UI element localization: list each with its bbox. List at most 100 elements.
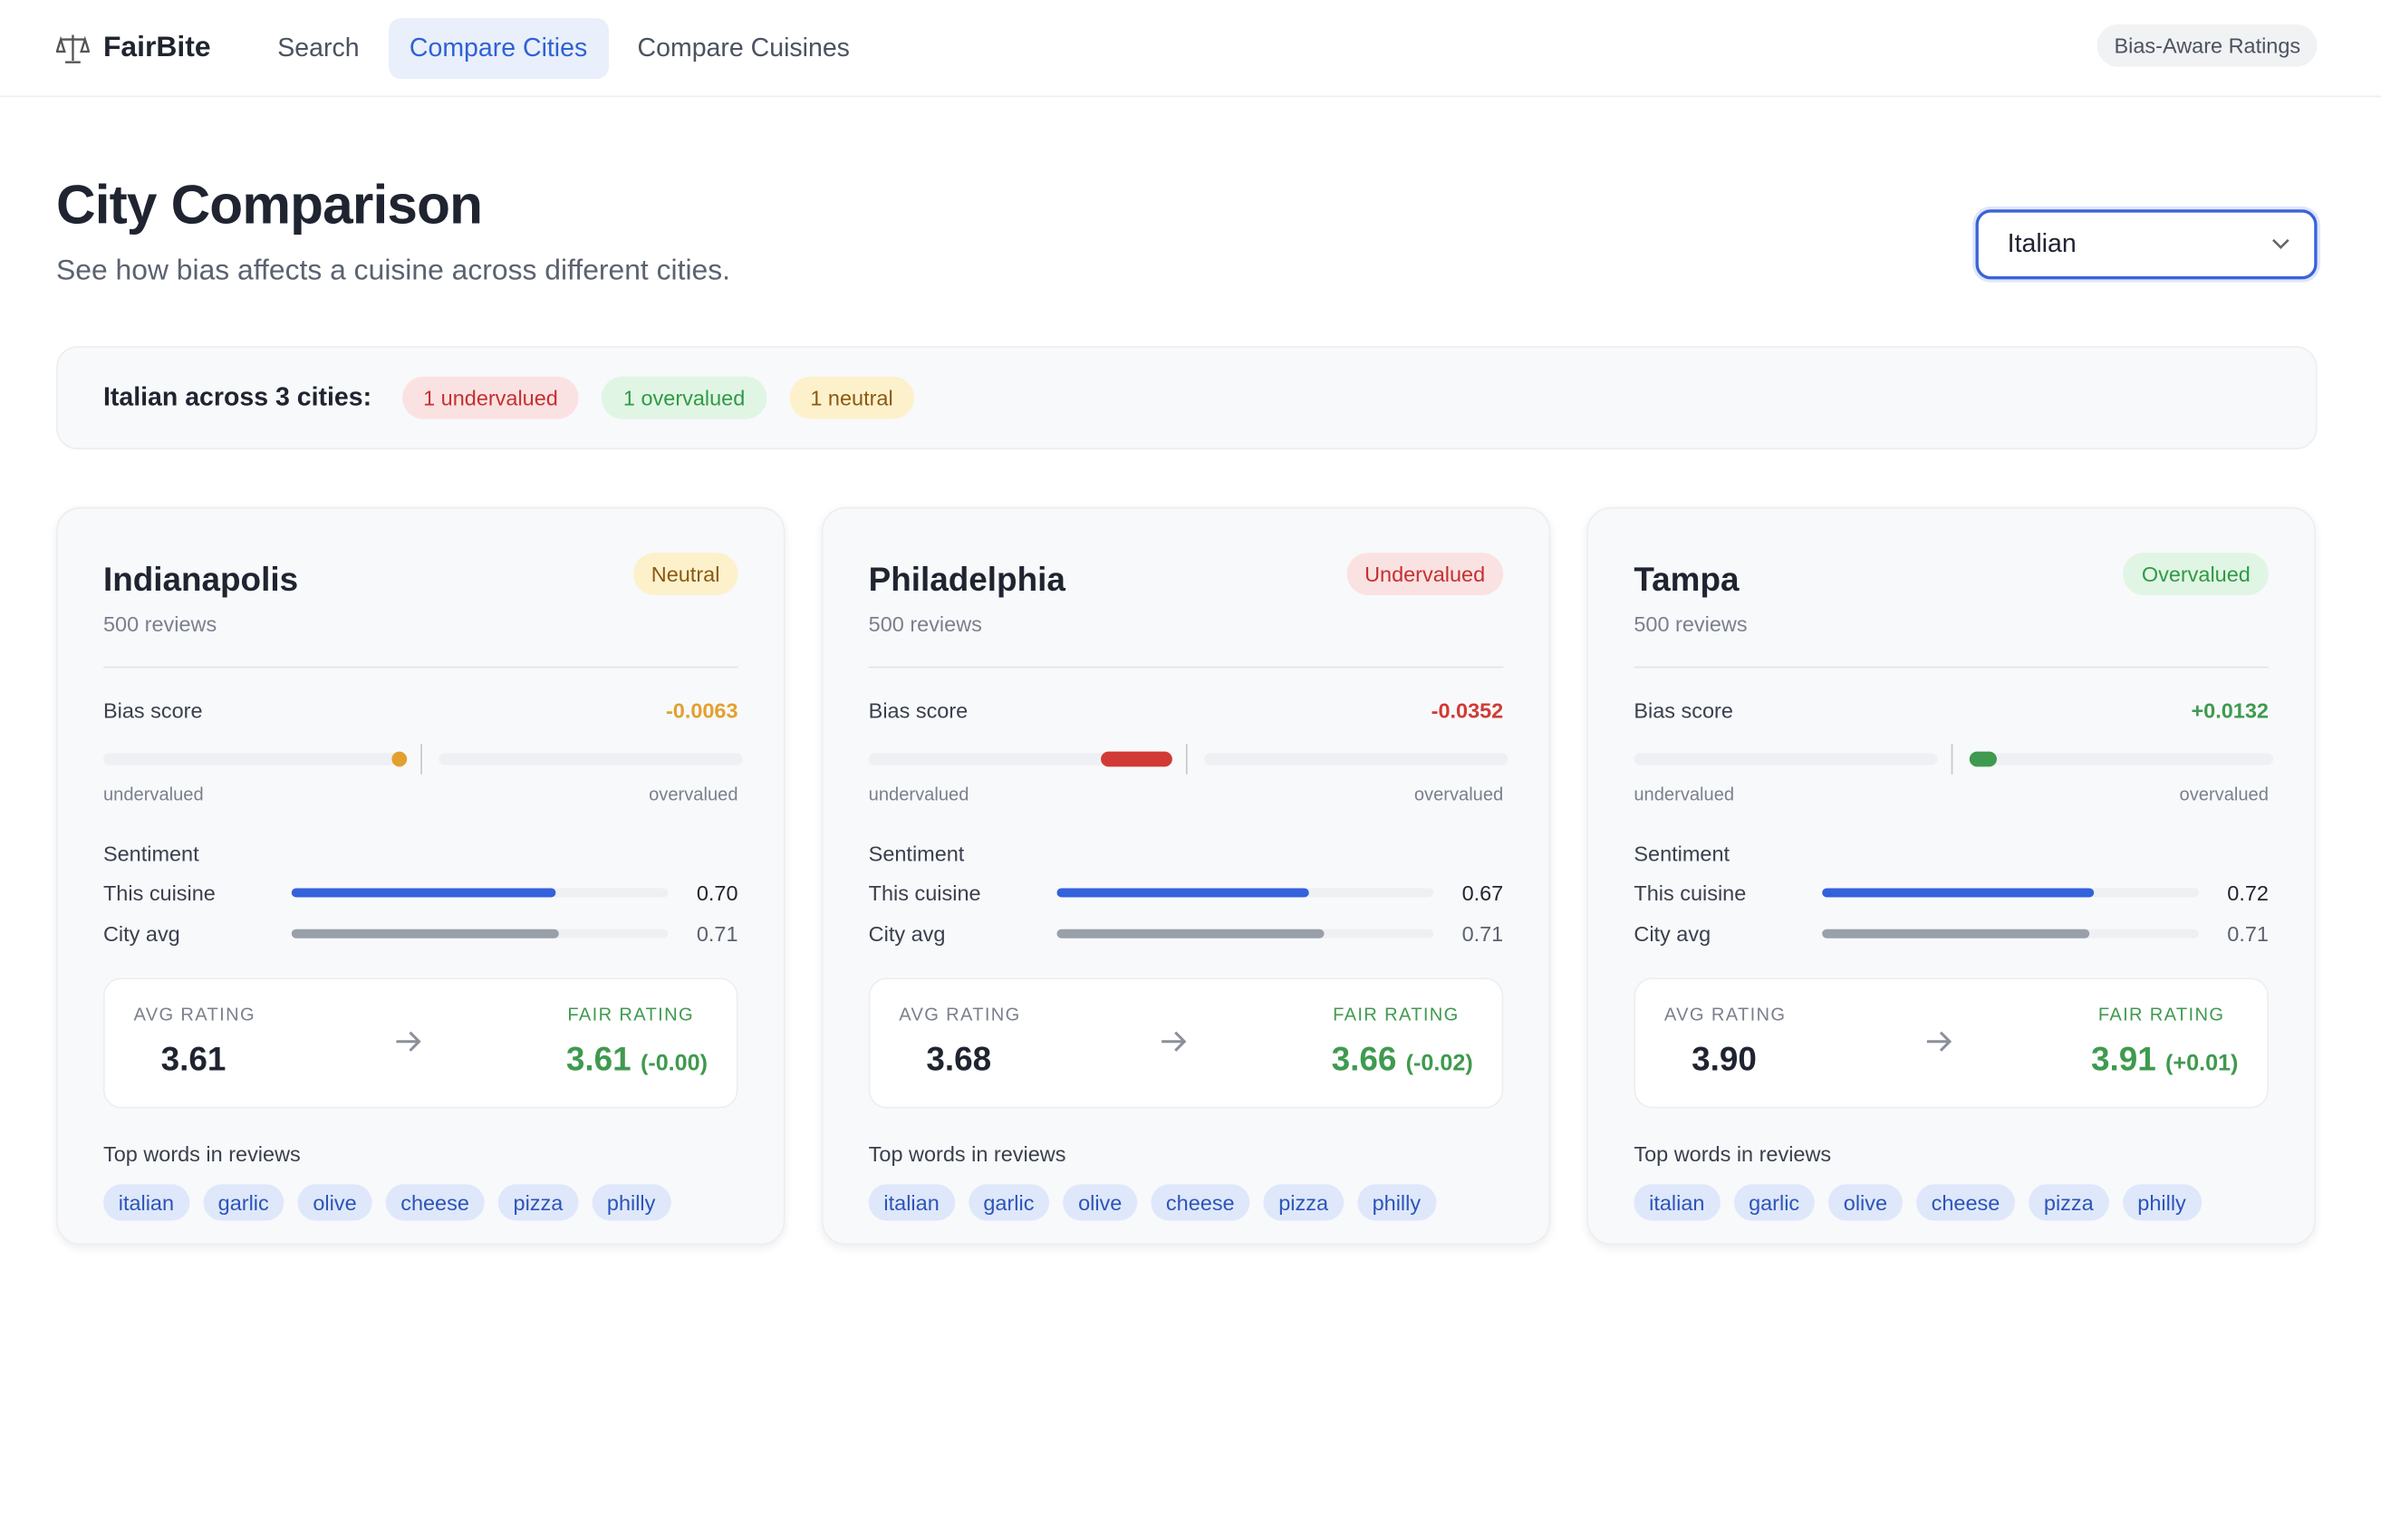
fair-rating-label: FAIR RATING xyxy=(1333,1003,1460,1025)
summary-pill: 1 overvalued xyxy=(602,376,766,419)
bias-row: Bias score -0.0352 xyxy=(869,698,1504,723)
nav-links: Search Compare Cities Compare Cuisines xyxy=(256,17,879,79)
select-value: Italian xyxy=(2007,229,2077,258)
fair-delta: (+0.01) xyxy=(2165,1050,2239,1077)
under-label: undervalued xyxy=(1634,783,1735,805)
nav-link[interactable]: Compare Cities xyxy=(388,17,609,79)
city-name: Philadelphia xyxy=(868,560,1065,599)
page-title: City Comparison xyxy=(56,173,483,236)
word-chip[interactable]: italian xyxy=(1634,1184,1721,1221)
word-chip[interactable]: philly xyxy=(592,1184,671,1221)
sentiment-bar xyxy=(1056,888,1309,898)
over-label: overvalued xyxy=(1413,783,1504,805)
word-chip[interactable]: philly xyxy=(2122,1184,2202,1221)
fair-rating-label: FAIR RATING xyxy=(567,1003,694,1025)
bias-label: Bias score xyxy=(1634,698,1733,723)
sentiment-name: This cuisine xyxy=(102,881,216,905)
word-chip[interactable]: pizza xyxy=(1263,1184,1344,1221)
fair-delta: (-0.00) xyxy=(640,1050,709,1077)
word-chip[interactable]: olive xyxy=(297,1184,372,1221)
word-chips: italian garlic olive cheese pizza philly xyxy=(102,1184,738,1221)
nav-link[interactable]: Search xyxy=(277,33,360,62)
word-chip[interactable]: olive xyxy=(1063,1184,1138,1221)
word-chip[interactable]: garlic xyxy=(1733,1184,1815,1221)
arrow xyxy=(396,1031,421,1052)
arrow xyxy=(1926,1031,1952,1052)
word-chip[interactable]: cheese xyxy=(385,1184,485,1221)
word-chips: italian garlic olive cheese pizza philly xyxy=(1634,1184,2269,1221)
cuisine-select[interactable]: Italian xyxy=(1975,209,2318,280)
sentiment-bar xyxy=(1822,888,2094,898)
status-badge: Overvalued xyxy=(2123,553,2269,595)
word-chip[interactable]: pizza xyxy=(2029,1184,2109,1221)
sentiment-row: This cuisine 0.70 xyxy=(103,879,738,906)
word-chip[interactable]: garlic xyxy=(968,1184,1050,1221)
sentiment-label: Sentiment xyxy=(1634,841,1730,866)
word-chip[interactable]: cheese xyxy=(1915,1184,2016,1221)
brand[interactable]: FairBite xyxy=(56,31,211,64)
divider xyxy=(1634,666,2269,669)
city-card: Philadelphia Undervalued 500 reviews Bias s… xyxy=(821,506,1551,1246)
cards: Indianapolis Neutral 500 reviews Bias score… xyxy=(56,506,2318,1246)
bias-row: Bias score +0.0132 xyxy=(1634,698,2269,723)
badge: Bias-Aware Ratings xyxy=(2097,24,2318,67)
sentiment-name: City avg xyxy=(868,921,946,947)
navbar: FairBite Search Compare Cities Compare Cui… xyxy=(0,0,2381,98)
summary-label: Italian across 3 cities: xyxy=(102,382,372,412)
rating-box: AVG RATING 3.61 FAIR RATING 3.61 (-0.00) xyxy=(102,977,738,1109)
sentiment-row: City avg 0.71 xyxy=(869,920,1504,948)
top-words-label: Top words in reviews xyxy=(102,1141,301,1167)
fair-rating-wrap: 3.66 (-0.02) xyxy=(1332,1040,1473,1080)
track-right xyxy=(1204,753,1509,765)
bias-bar xyxy=(391,751,408,767)
rating-box: AVG RATING 3.68 FAIR RATING 3.66 (-0.02) xyxy=(868,977,1504,1109)
avg-rating-label: AVG RATING xyxy=(899,1003,1021,1025)
track-center xyxy=(1185,744,1188,775)
fair-rating: 3.91 xyxy=(2091,1040,2156,1078)
city-name: Indianapolis xyxy=(102,560,299,599)
summary: Italian across 3 cities: 1 undervalued 1 o… xyxy=(56,346,2318,450)
rating-box: AVG RATING 3.90 FAIR RATING 3.91 (+0.01) xyxy=(1634,977,2269,1109)
fair-delta: (-0.02) xyxy=(1405,1050,1473,1077)
word-chip[interactable]: olive xyxy=(1828,1184,1903,1221)
word-chip[interactable]: garlic xyxy=(202,1184,284,1221)
top-words-label: Top words in reviews xyxy=(1634,1141,1832,1167)
sentiment-label: Sentiment xyxy=(868,841,965,866)
track-left xyxy=(868,753,1172,765)
avg-rating-label: AVG RATING xyxy=(1663,1003,1787,1025)
bias-score: -0.0063 xyxy=(665,698,738,723)
word-chip[interactable]: italian xyxy=(102,1184,189,1221)
city-name: Tampa xyxy=(1634,560,1740,599)
city-card: Tampa Overvalued 500 reviews Bias score +0.0… xyxy=(1586,506,2316,1246)
word-chip[interactable]: cheese xyxy=(1151,1184,1250,1221)
nav-link[interactable]: Compare Cuisines xyxy=(637,33,850,62)
header: City Comparison See how bias affects a c… xyxy=(0,97,2381,288)
word-chip[interactable]: italian xyxy=(868,1184,955,1221)
bias-ends: undervalued overvalued xyxy=(1634,784,2269,804)
sentiment-name: City avg xyxy=(102,921,180,947)
avg-rating: 3.68 xyxy=(926,1040,992,1078)
chevron xyxy=(2272,238,2289,249)
bias-ends: undervalued overvalued xyxy=(869,784,1504,804)
word-chip[interactable]: philly xyxy=(1356,1184,1436,1221)
sentiment-row: This cuisine 0.67 xyxy=(869,879,1504,906)
avg-rating-label: AVG RATING xyxy=(133,1003,255,1025)
fair-rating-wrap: 3.91 (+0.01) xyxy=(2091,1040,2238,1080)
sentiment-track xyxy=(1056,929,1434,938)
bias-ends: undervalued overvalued xyxy=(103,784,738,804)
status-badge: Neutral xyxy=(632,553,738,595)
bias-track xyxy=(868,744,1509,775)
word-chip[interactable]: pizza xyxy=(497,1184,579,1221)
fair-rating: 3.61 xyxy=(565,1040,631,1078)
sentiment-value: 0.71 xyxy=(1461,921,1504,947)
divider xyxy=(868,666,1504,669)
top-words-label: Top words in reviews xyxy=(868,1141,1066,1167)
sentiment-row: City avg 0.71 xyxy=(1634,920,2269,948)
bias-row: Bias score -0.0063 xyxy=(103,698,738,723)
sentiment-name: This cuisine xyxy=(868,881,981,905)
sentiment-value: 0.67 xyxy=(1461,881,1504,905)
track-left xyxy=(1634,753,1938,765)
arrow xyxy=(1162,1031,1187,1052)
track-center xyxy=(1951,744,1953,775)
fair-rating-wrap: 3.61 (-0.00) xyxy=(566,1040,708,1080)
